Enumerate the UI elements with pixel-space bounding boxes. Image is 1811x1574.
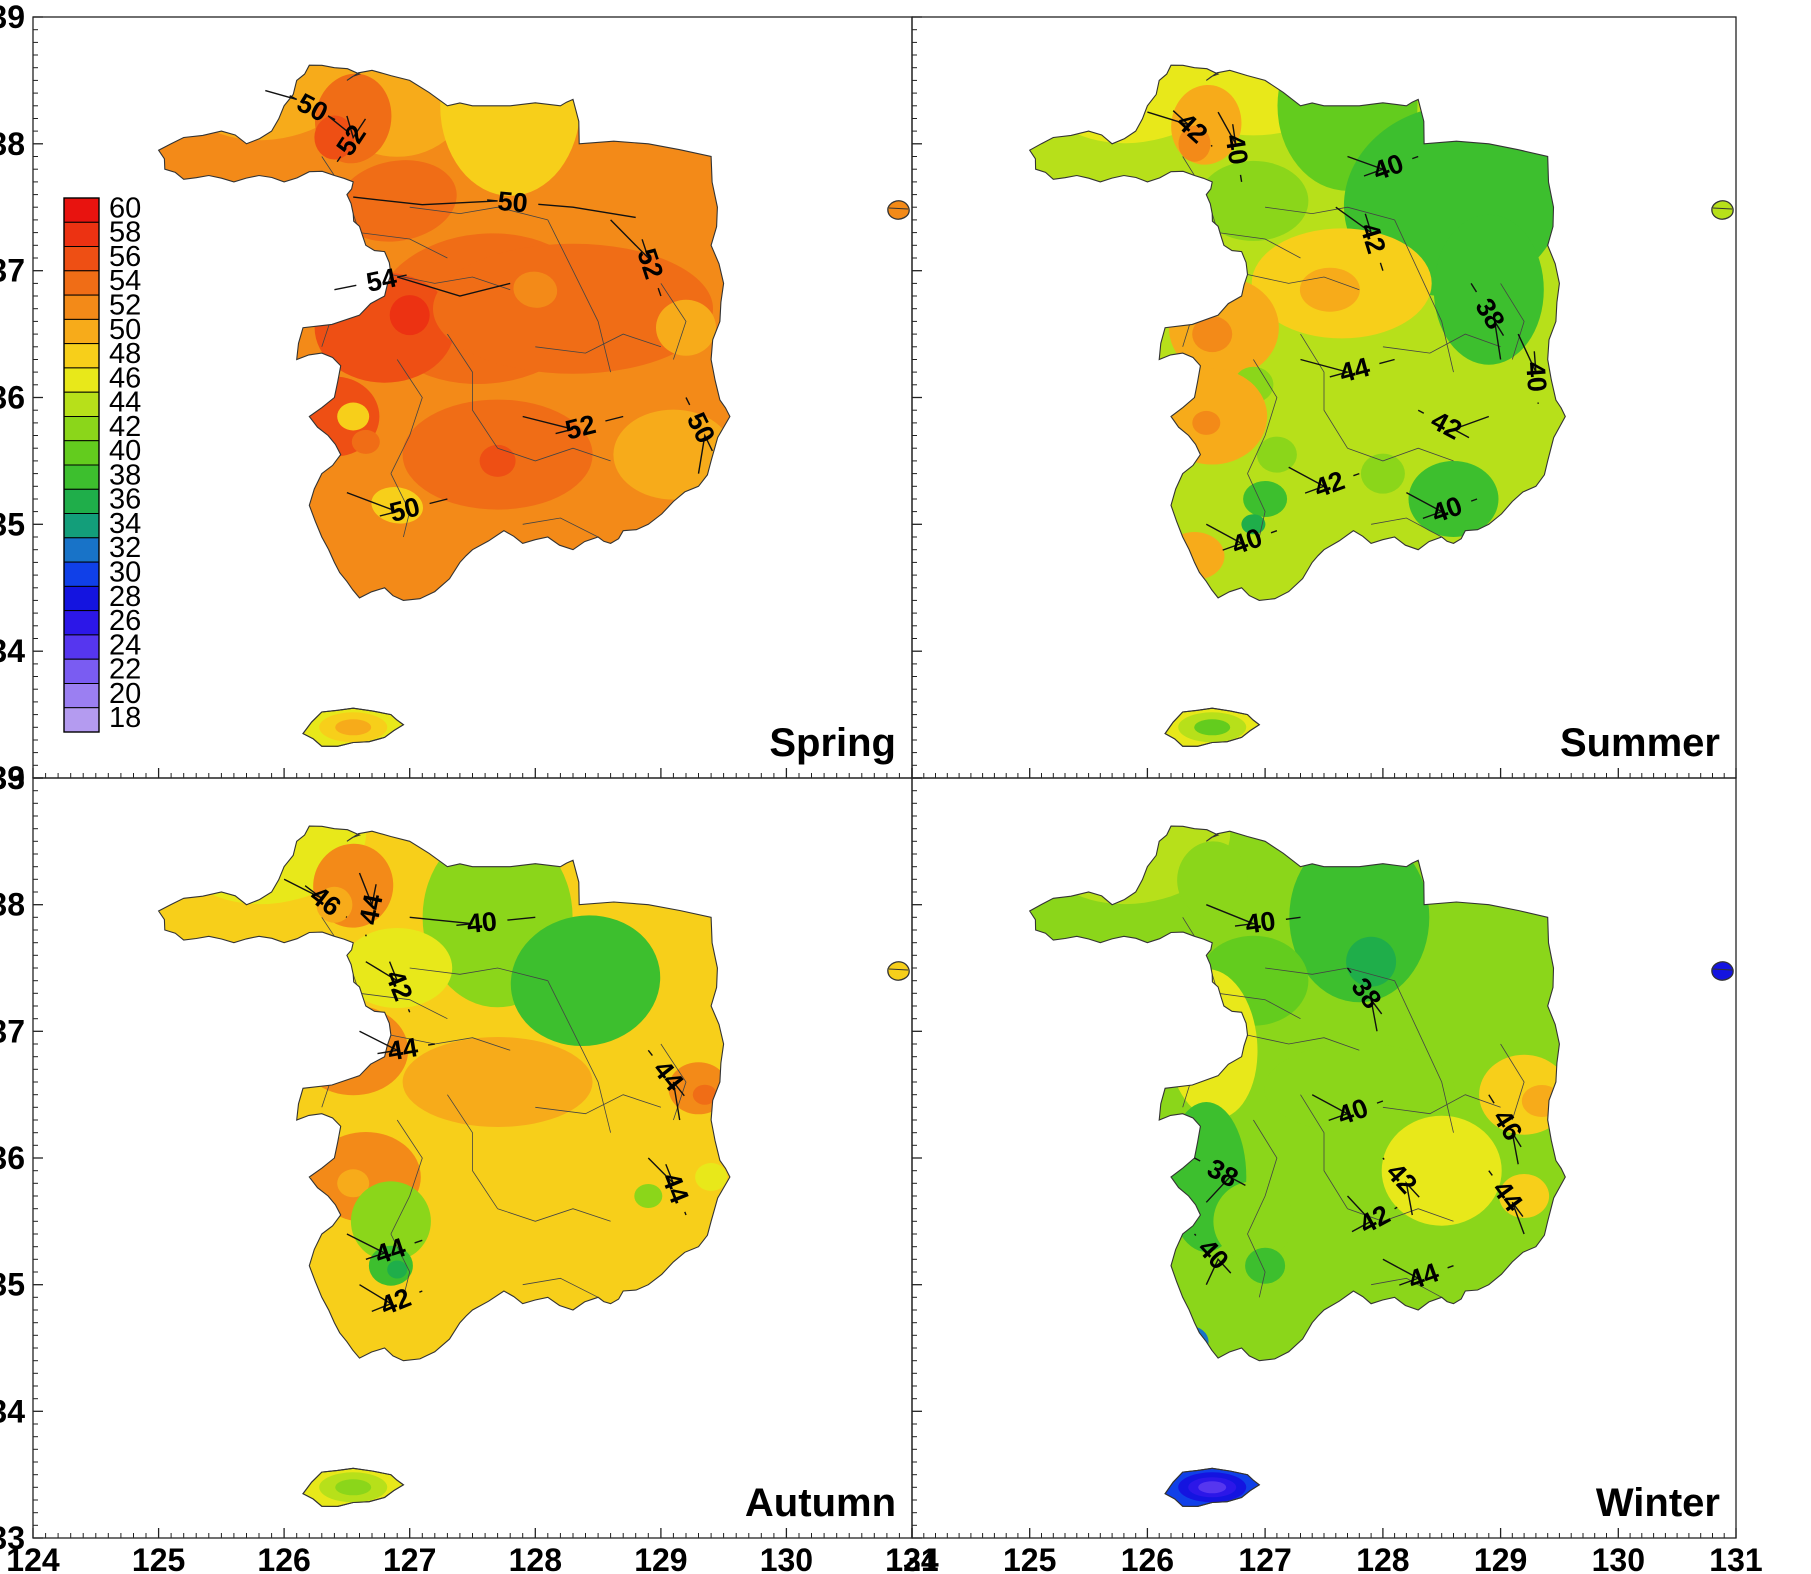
svg-text:128: 128 [509,1542,562,1574]
svg-text:130: 130 [1592,1542,1645,1574]
svg-text:18: 18 [109,702,141,734]
svg-text:44: 44 [353,892,388,927]
svg-text:40: 40 [1219,132,1253,166]
svg-text:36: 36 [0,1140,25,1176]
svg-text:54: 54 [364,263,399,298]
svg-text:Autumn: Autumn [745,1481,896,1525]
svg-text:50: 50 [496,186,528,218]
svg-text:126: 126 [1121,1542,1174,1574]
svg-text:37: 37 [0,1013,25,1049]
svg-text:130: 130 [760,1542,813,1574]
svg-text:125: 125 [132,1542,185,1574]
svg-text:37: 37 [0,253,25,289]
svg-text:38: 38 [0,126,25,162]
svg-text:128: 128 [1356,1542,1409,1574]
svg-text:40: 40 [465,906,498,939]
svg-text:131: 131 [1709,1542,1762,1574]
svg-text:38: 38 [0,887,25,923]
svg-text:36: 36 [0,380,25,416]
svg-text:34: 34 [0,633,25,669]
svg-text:44: 44 [386,1032,421,1067]
svg-text:127: 127 [1238,1542,1291,1574]
svg-text:124: 124 [885,1542,939,1574]
svg-text:125: 125 [1003,1542,1056,1574]
svg-text:40: 40 [1520,361,1552,393]
svg-text:126: 126 [257,1542,310,1574]
svg-text:Summer: Summer [1560,721,1720,765]
svg-text:35: 35 [0,1267,25,1303]
svg-text:129: 129 [634,1542,687,1574]
svg-text:Winter: Winter [1596,1481,1720,1525]
svg-text:Spring: Spring [769,721,896,765]
svg-text:40: 40 [1244,906,1278,940]
svg-text:129: 129 [1474,1542,1527,1574]
svg-text:34: 34 [0,1393,25,1429]
svg-text:124: 124 [6,1542,60,1574]
svg-text:39: 39 [0,760,25,796]
svg-text:39: 39 [0,0,25,35]
svg-text:127: 127 [383,1542,436,1574]
svg-text:35: 35 [0,506,25,542]
